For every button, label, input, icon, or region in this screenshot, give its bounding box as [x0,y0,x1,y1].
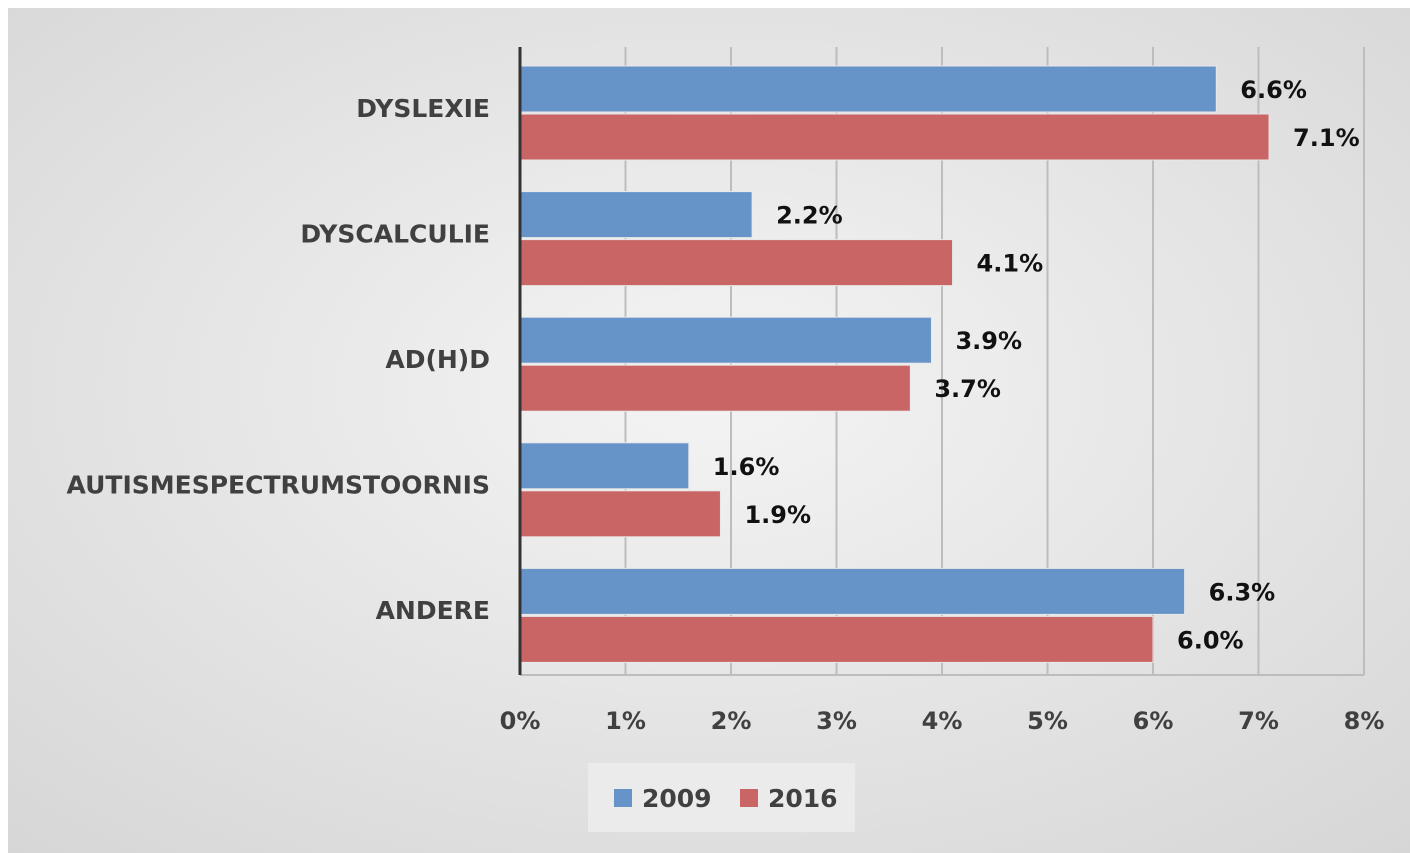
x-tick-label: 5% [1027,707,1068,735]
bar [519,113,1270,161]
data-label: 6.0% [1177,626,1244,654]
x-tick-label: 2% [711,707,752,735]
bar [519,316,932,364]
y-tick-label: DYSCALCULIE [300,219,490,248]
data-label: 6.6% [1240,76,1307,104]
data-label: 1.9% [744,501,811,529]
bar [519,490,721,538]
y-tick-label: DYSLEXIE [356,94,490,123]
bar [519,65,1217,113]
data-label: 2.2% [776,202,843,230]
y-tick-label: ANDERE [376,596,490,625]
y-tick-label: AUTISMESPECTRUMSTOORNIS [67,471,490,500]
y-tick-label: AD(H)D [385,345,490,374]
data-label: 7.1% [1293,124,1360,152]
x-tick-label: 6% [1133,707,1174,735]
data-label: 3.9% [955,327,1022,355]
bar [519,567,1186,615]
x-tick-label: 8% [1344,707,1385,735]
bar [519,239,954,287]
bar [519,191,753,239]
data-label: 3.7% [934,375,1001,403]
legend-swatch [740,789,758,807]
x-tick-label: 1% [605,707,646,735]
legend-swatch [614,789,632,807]
data-label: 6.3% [1209,578,1276,606]
x-tick-label: 0% [500,707,541,735]
legend-box [588,763,855,832]
legend-label: 2009 [642,784,712,813]
x-tick-label: 7% [1238,707,1279,735]
bar [519,442,690,490]
x-tick-label: 4% [922,707,963,735]
data-label: 4.1% [977,250,1044,278]
x-tick-label: 3% [816,707,857,735]
bar [519,364,911,412]
data-label: 1.6% [713,453,780,481]
legend-label: 2016 [768,784,838,813]
bar [519,615,1154,663]
